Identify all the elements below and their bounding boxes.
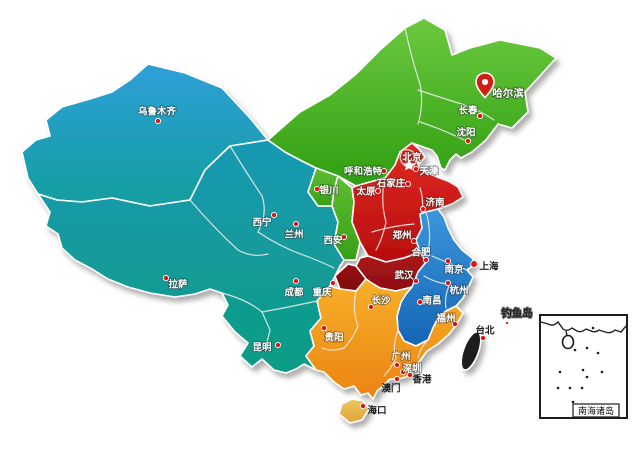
islet-dot <box>568 386 572 390</box>
city-dot[interactable] <box>320 324 328 332</box>
city-dot[interactable] <box>444 279 452 287</box>
islet-dot <box>600 370 604 374</box>
city-dot[interactable] <box>162 274 170 282</box>
city-label: 乌鲁木齐 <box>138 106 177 118</box>
city-label: 海口 <box>367 405 386 417</box>
city-label: 福州 <box>435 313 455 325</box>
city-label: 广州 <box>391 351 410 363</box>
city-label: 济南 <box>425 197 445 209</box>
city-label: 兰州 <box>284 229 303 241</box>
city-label: 重庆 <box>312 287 332 299</box>
city-label: 沈阳 <box>456 127 475 139</box>
inset-label: 南海诸岛 <box>578 405 614 416</box>
city-label: 长沙 <box>371 295 391 307</box>
city-dot[interactable] <box>154 117 162 125</box>
city-dot[interactable] <box>393 375 401 383</box>
city-dot[interactable] <box>444 257 452 265</box>
city-dot[interactable] <box>422 256 430 264</box>
city-dot[interactable] <box>340 233 348 241</box>
city-dot[interactable] <box>329 279 337 287</box>
city-dot[interactable] <box>359 402 367 410</box>
city-dot[interactable] <box>451 320 459 328</box>
city-label: 南京 <box>444 264 464 276</box>
city-dot[interactable] <box>504 320 510 326</box>
city-label: 南昌 <box>422 295 441 307</box>
city-dot[interactable] <box>470 260 478 268</box>
region-south-orange[interactable] <box>305 278 464 400</box>
province-borders <box>189 27 495 377</box>
city-label: 呼和浩特 <box>344 166 383 178</box>
city-label: 太原 <box>356 186 376 198</box>
city-dot[interactable] <box>419 205 427 213</box>
city-dot[interactable] <box>406 371 414 379</box>
city-label: 哈尔滨 <box>492 87 524 100</box>
city-label: 成都 <box>284 287 304 299</box>
beijing-star-icon <box>402 159 416 171</box>
city-label: 香港 <box>411 374 432 386</box>
city-label: 长春 <box>458 105 478 117</box>
region-taiwan[interactable] <box>457 330 485 373</box>
city-label: 拉萨 <box>168 279 188 291</box>
city-dot[interactable] <box>292 220 300 228</box>
islet-dot <box>571 400 575 404</box>
city-dot[interactable] <box>270 211 278 219</box>
city-label: 澳门 <box>381 383 400 395</box>
city-dot[interactable] <box>416 298 424 306</box>
region-hainan[interactable] <box>338 398 370 424</box>
islet-dot <box>558 370 562 374</box>
city-dot[interactable] <box>464 137 472 145</box>
city-dot[interactable] <box>380 167 388 175</box>
city-dot[interactable] <box>313 185 321 193</box>
islet-dot <box>585 346 589 350</box>
city-label: 天津 <box>419 166 439 178</box>
city-dot[interactable] <box>476 112 484 120</box>
islet-dot <box>556 386 560 390</box>
city-dot[interactable] <box>412 277 420 285</box>
city-dot[interactable] <box>399 368 407 376</box>
city-label: 合肥 <box>411 247 431 259</box>
islet-dot <box>580 386 584 390</box>
city-dot[interactable] <box>393 361 401 369</box>
city-label: 杭州 <box>449 285 468 297</box>
city-label: 北京 <box>402 152 422 164</box>
city-label: 钓鱼岛 <box>501 307 533 320</box>
city-label: 西宁 <box>252 217 272 229</box>
city-dot[interactable] <box>274 341 282 349</box>
city-dot[interactable] <box>479 334 487 342</box>
city-label: 石家庄 <box>376 178 406 190</box>
south-china-sea-inset: 南海诸岛 <box>539 314 628 419</box>
city-label: 银川 <box>319 185 338 197</box>
city-dot[interactable] <box>404 180 412 188</box>
city-label: 武汉 <box>394 270 414 282</box>
city-label: 上海 <box>479 261 499 273</box>
city-label: 台北 <box>475 325 495 337</box>
location-pin-icon[interactable] <box>475 72 495 99</box>
city-label: 深圳 <box>402 363 421 375</box>
city-label: 昆明 <box>252 343 272 354</box>
islet-dot <box>596 351 600 355</box>
city-label: 郑州 <box>392 230 411 242</box>
city-label: 西安 <box>323 235 343 247</box>
islet-dot <box>591 326 595 330</box>
city-dot[interactable] <box>367 303 375 311</box>
islet-dot <box>585 375 589 379</box>
city-dot[interactable] <box>292 277 300 285</box>
city-dot[interactable] <box>410 237 418 245</box>
city-dot[interactable] <box>374 187 382 195</box>
city-dot[interactable] <box>412 165 420 173</box>
islet-dot <box>573 348 577 352</box>
islet-dot <box>581 368 585 372</box>
city-label: 贵阳 <box>324 332 343 344</box>
